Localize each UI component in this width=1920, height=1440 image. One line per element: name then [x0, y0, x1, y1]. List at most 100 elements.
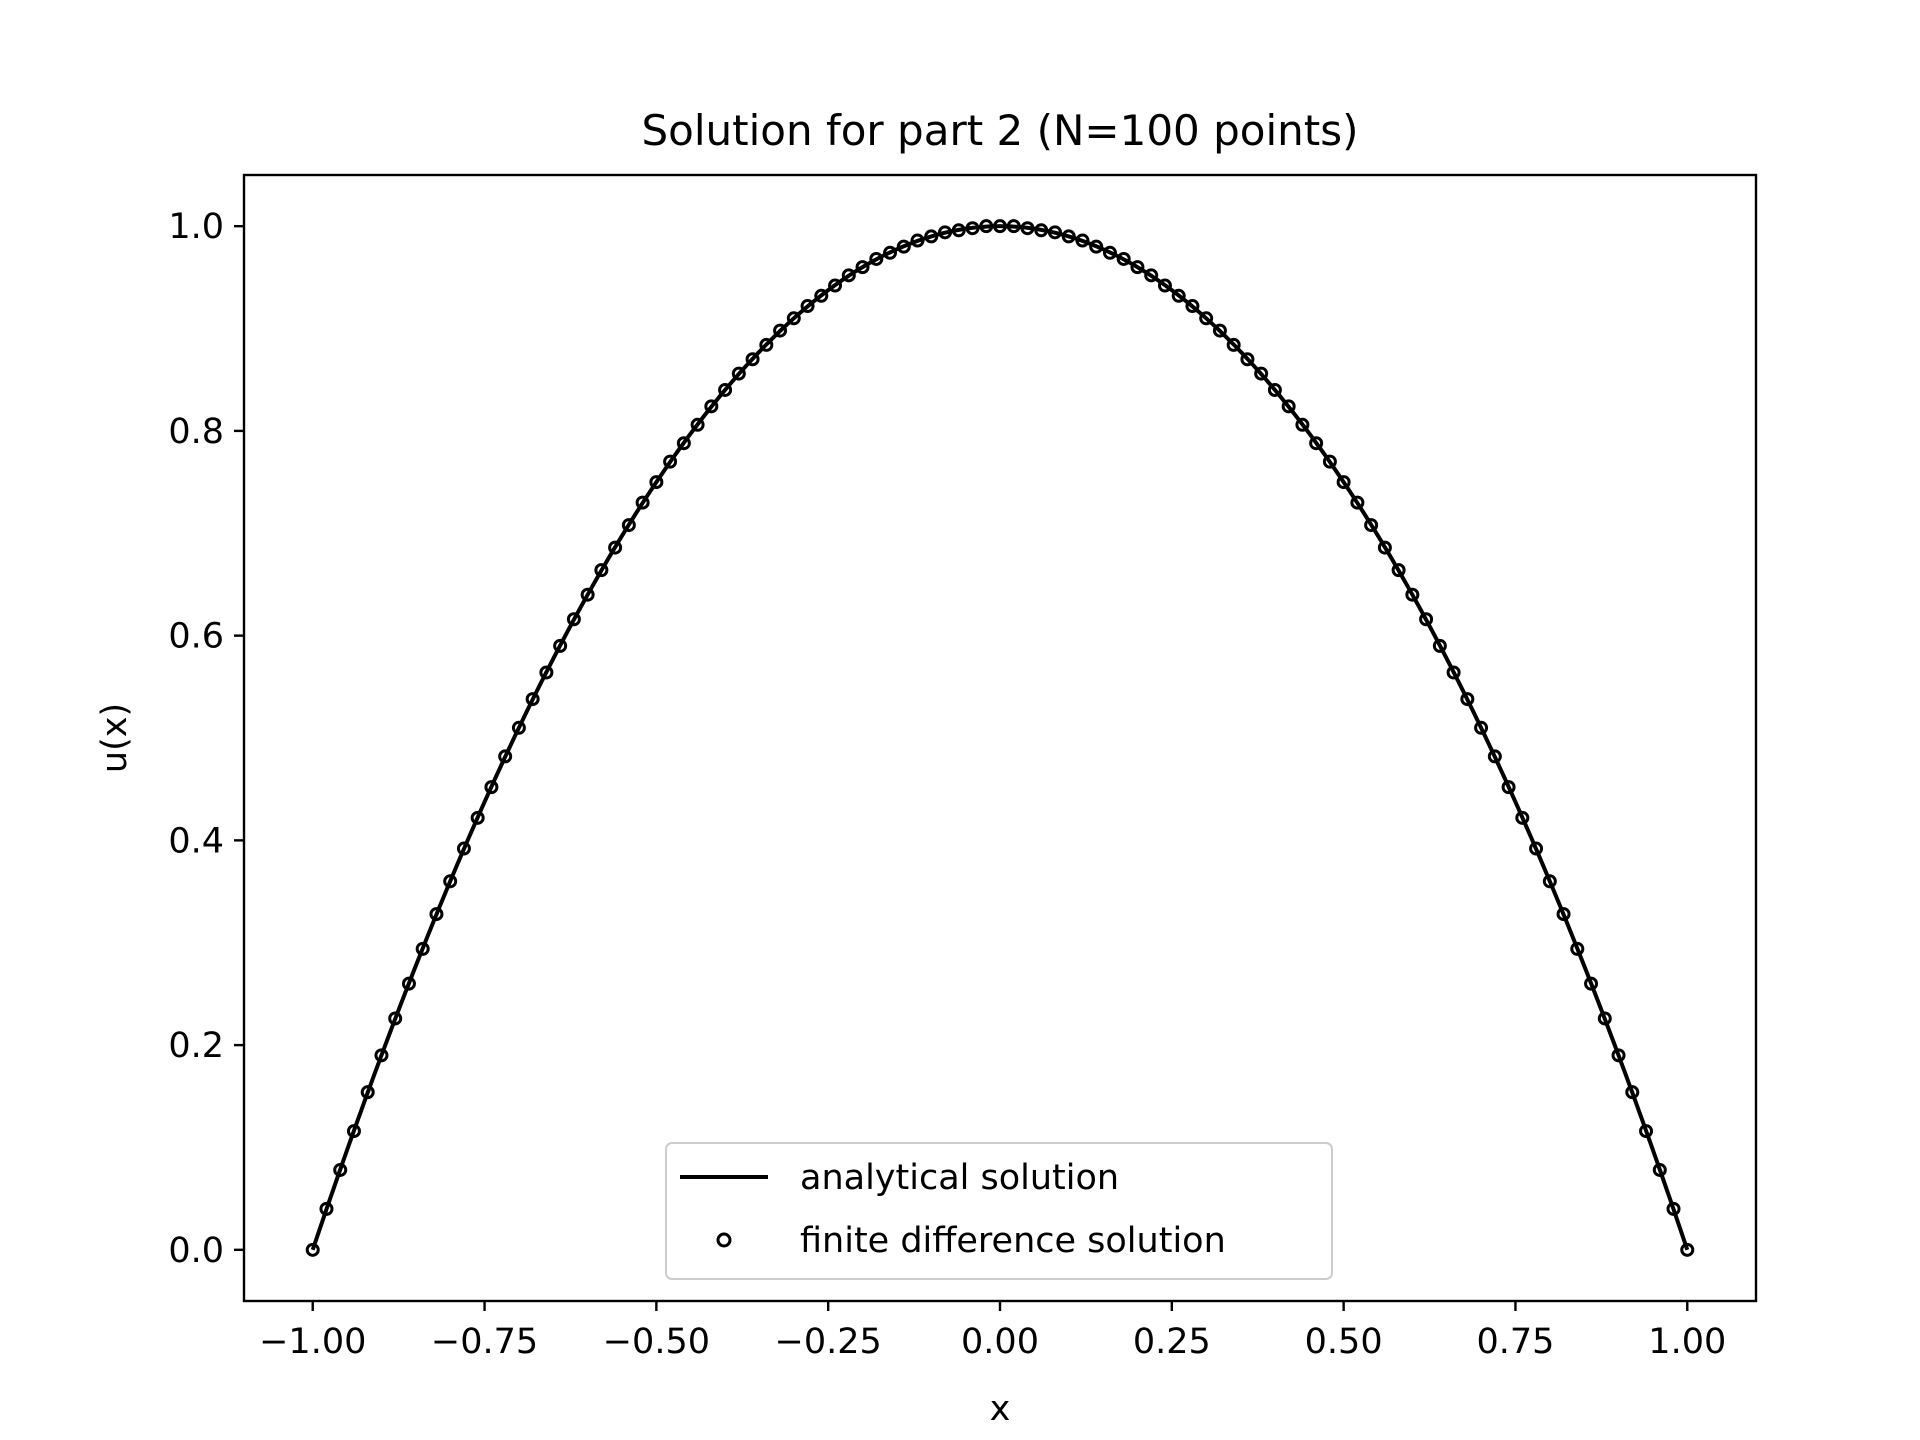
- finite-difference-point: [1226, 337, 1241, 352]
- y-tick-label: 0.2: [168, 1026, 224, 1066]
- finite-difference-point: [731, 366, 746, 381]
- finite-difference-point: [1652, 1162, 1667, 1177]
- finite-difference-point: [841, 268, 856, 283]
- finite-difference-point: [360, 1085, 375, 1100]
- finite-difference-point: [1212, 323, 1227, 338]
- x-tick-label: −0.50: [603, 1322, 710, 1362]
- finite-difference-point: [1047, 225, 1062, 240]
- finite-difference-point: [456, 841, 471, 856]
- finite-difference-point: [388, 1011, 403, 1026]
- finite-difference-point: [786, 311, 801, 326]
- finite-difference-point: [1570, 941, 1585, 956]
- finite-difference-point: [1075, 233, 1090, 248]
- finite-difference-point: [1432, 638, 1447, 653]
- finite-difference-point: [855, 260, 870, 275]
- x-tick-label: 0.00: [961, 1322, 1039, 1362]
- y-tick-label: 0.6: [168, 617, 224, 657]
- finite-difference-point: [498, 749, 513, 764]
- finite-difference-point: [635, 495, 650, 510]
- finite-difference-point: [511, 720, 526, 735]
- finite-difference-point: [1542, 874, 1557, 889]
- finite-difference-point: [1254, 366, 1269, 381]
- finite-difference-point: [1529, 841, 1544, 856]
- x-tick-label: −0.25: [775, 1322, 882, 1362]
- finite-difference-point: [1144, 268, 1159, 283]
- finite-difference-point: [1446, 665, 1461, 680]
- finite-difference-point: [1501, 780, 1516, 795]
- finite-difference-point: [1171, 288, 1186, 303]
- finite-difference-point: [1309, 436, 1324, 451]
- finite-difference-point: [1006, 219, 1021, 234]
- finite-difference-point: [1281, 399, 1296, 414]
- x-tick-label: 0.50: [1305, 1322, 1383, 1362]
- finite-difference-point: [1405, 587, 1420, 602]
- finite-difference-point: [1116, 251, 1131, 266]
- finite-difference-point: [869, 251, 884, 266]
- finite-difference-point: [539, 665, 554, 680]
- legend-label-finite-difference: finite difference solution: [800, 1221, 1226, 1261]
- finite-difference-point: [1597, 1011, 1612, 1026]
- plot-frame: [242, 173, 1758, 1303]
- finite-difference-point: [828, 278, 843, 293]
- finite-difference-point: [1185, 299, 1200, 314]
- finite-difference-point: [1322, 454, 1337, 469]
- finite-difference-point: [608, 540, 623, 555]
- finite-difference-point: [415, 941, 430, 956]
- finite-difference-point: [1267, 382, 1282, 397]
- finite-difference-point: [374, 1048, 389, 1063]
- x-tick-label: 1.00: [1648, 1322, 1726, 1362]
- legend-marker-swatch: [716, 1232, 732, 1248]
- finite-difference-point: [1584, 976, 1599, 991]
- finite-difference-point: [1487, 749, 1502, 764]
- x-tick-label: 0.25: [1133, 1322, 1211, 1362]
- finite-difference-point: [993, 219, 1007, 234]
- chart-title: Solution for part 2 (N=100 points): [642, 106, 1359, 155]
- finite-difference-point: [1556, 907, 1571, 922]
- finite-difference-point: [979, 219, 994, 234]
- finite-difference-point: [773, 323, 788, 338]
- finite-difference-point: [1199, 311, 1214, 326]
- finite-difference-point: [704, 399, 719, 414]
- axes: −1.00 −0.75 −0.50 −0.25 0.00 0.25 0.50 0.75 1.00…: [168, 207, 1726, 1362]
- finite-difference-point: [1336, 475, 1351, 490]
- finite-difference-point: [484, 780, 499, 795]
- finite-difference-point: [690, 417, 705, 432]
- finite-difference-point: [718, 382, 733, 397]
- x-axis-label: x: [990, 1389, 1011, 1429]
- finite-difference-point: [346, 1124, 361, 1139]
- y-tick-label: 0.8: [168, 412, 224, 452]
- plot-area: [305, 219, 1695, 1257]
- analytical-solution-line: [310, 224, 1690, 1251]
- finite-difference-point: [951, 223, 966, 238]
- finite-difference-point: [745, 352, 760, 367]
- finite-difference-point: [938, 225, 953, 240]
- legend-box: [665, 1142, 1333, 1280]
- finite-difference-point: [1157, 278, 1172, 293]
- finite-difference-point: [1639, 1124, 1654, 1139]
- finite-difference-point: [1350, 495, 1365, 510]
- finite-difference-point: [621, 518, 636, 533]
- finite-difference-point: [759, 337, 774, 352]
- finite-difference-point: [1089, 239, 1104, 254]
- finite-difference-point: [649, 475, 664, 490]
- x-tick-label: −0.75: [431, 1322, 538, 1362]
- finite-difference-point: [1364, 518, 1379, 533]
- y-tick-label: 1.0: [168, 207, 224, 247]
- finite-difference-point: [1020, 221, 1035, 236]
- finite-difference-point: [1034, 223, 1049, 238]
- finite-difference-point: [1377, 540, 1392, 555]
- legend-label-analytical: analytical solution: [800, 1158, 1119, 1198]
- finite-difference-point: [663, 454, 678, 469]
- y-tick-label: 0.4: [168, 821, 224, 861]
- finite-difference-point: [676, 436, 691, 451]
- finite-difference-point: [1419, 612, 1434, 627]
- finite-difference-point: [814, 288, 829, 303]
- finite-difference-point: [305, 1242, 320, 1257]
- finite-difference-point: [1061, 229, 1076, 244]
- finite-difference-point: [429, 907, 444, 922]
- finite-difference-point: [1295, 417, 1310, 432]
- finite-difference-point: [1102, 245, 1117, 260]
- finite-difference-point: [401, 976, 416, 991]
- finite-difference-point: [580, 587, 595, 602]
- finite-difference-point: [525, 692, 540, 707]
